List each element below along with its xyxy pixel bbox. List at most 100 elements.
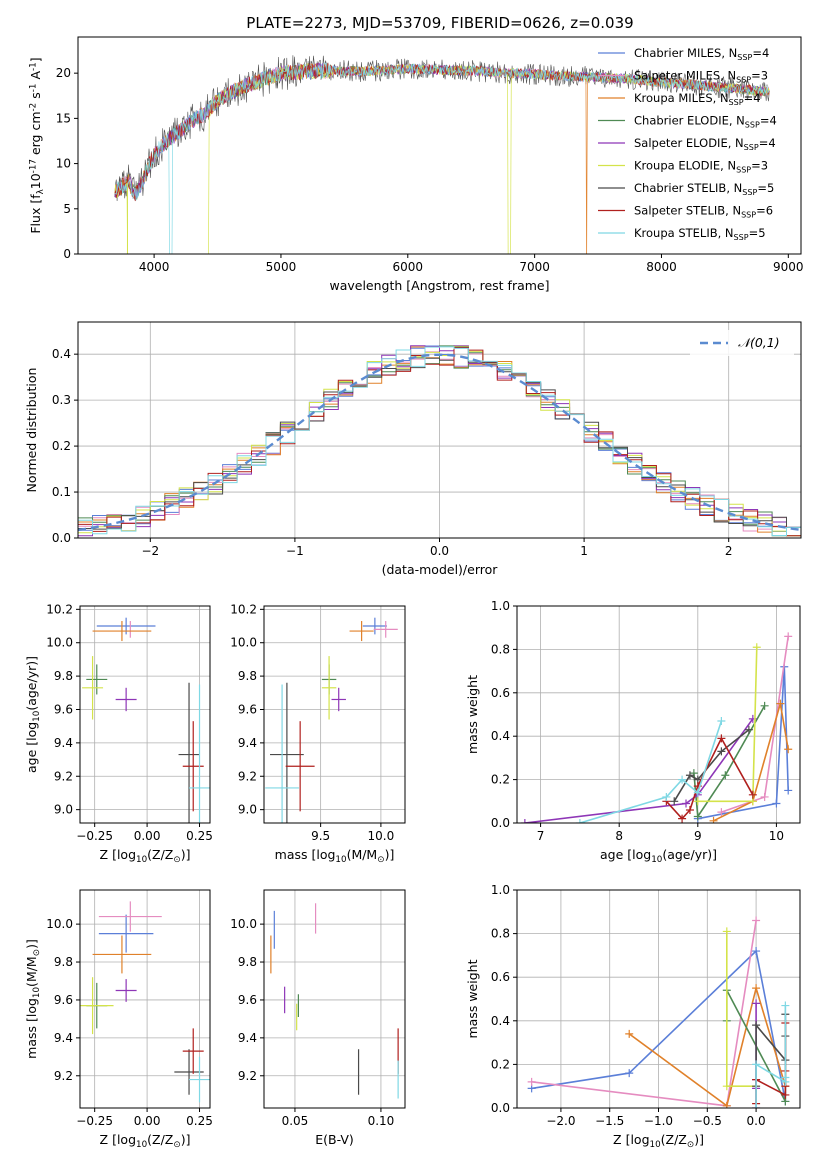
y-tick-label: 0 bbox=[63, 247, 71, 261]
weight-marker bbox=[752, 1021, 761, 1030]
x-tick-label: 0.25 bbox=[186, 829, 213, 843]
y-axis-label: mass weight bbox=[465, 959, 480, 1038]
weight-marker bbox=[662, 792, 671, 801]
errorbar-point bbox=[92, 621, 152, 642]
errorbar-point bbox=[178, 682, 200, 823]
weight-marker bbox=[678, 814, 687, 823]
spectrum-line bbox=[114, 62, 770, 254]
errorbar-point bbox=[98, 901, 162, 932]
weight-marker bbox=[781, 1001, 790, 1010]
age-vs-Z-plot-area bbox=[82, 617, 210, 823]
weight-marker bbox=[752, 1060, 761, 1069]
histogram-series bbox=[78, 346, 801, 536]
x-tick-label: 8 bbox=[615, 829, 623, 843]
weight-marker bbox=[781, 1073, 790, 1082]
weight-marker bbox=[784, 786, 793, 795]
y-tick-label: 0.2 bbox=[52, 439, 71, 453]
y-tick-label: 20 bbox=[56, 66, 71, 80]
y-axis-label: mass [log10(M/M⊙)] bbox=[24, 939, 42, 1059]
age-vs-mass-plot-area bbox=[265, 617, 398, 823]
errorbar-point bbox=[115, 687, 137, 712]
weight-marker bbox=[752, 1104, 761, 1108]
y-tick-label: 9.4 bbox=[238, 1031, 257, 1045]
y-tick-label: 9.2 bbox=[54, 1069, 73, 1083]
weight-marker bbox=[748, 790, 757, 799]
mass-vs-Z-panel: −0.25 0.00 0.25 9.2 9.4 9.6 9.8 10.0 Z [log10(Z/… bbox=[24, 889, 213, 1150]
weight-marker bbox=[744, 725, 753, 734]
y-tick-label: 0.0 bbox=[491, 816, 510, 830]
y-tick-label: 9.6 bbox=[54, 702, 73, 716]
weight-line bbox=[697, 666, 789, 820]
x-axis-label: mass [log10(M/M⊙)] bbox=[275, 847, 395, 865]
weight-vs-age-plot-area bbox=[520, 632, 793, 823]
x-tick-label: 7 bbox=[537, 829, 545, 843]
errorbar-point bbox=[189, 1056, 210, 1103]
x-axis-label: wavelength [Angstrom, rest frame] bbox=[329, 278, 549, 293]
weight-marker bbox=[709, 816, 718, 823]
x-axis-label: Z [log10(Z/Z⊙)] bbox=[100, 1132, 191, 1150]
weight-marker bbox=[682, 799, 691, 808]
weight-marker bbox=[685, 771, 694, 780]
y-tick-label: 10.0 bbox=[46, 917, 73, 931]
y-tick-label: 0.2 bbox=[491, 1057, 510, 1071]
errorbar-point bbox=[96, 617, 156, 635]
spectrum-legend: Chabrier MILES, NSSP=4 Salpeter MILES, NS… bbox=[598, 46, 777, 242]
errorbar-point bbox=[373, 621, 398, 638]
weight-marker bbox=[722, 1082, 731, 1091]
y-axis-label: Flux [fλ10-17 erg cm-2 s-1 A-1] bbox=[28, 57, 46, 233]
weight-marker bbox=[752, 999, 761, 1008]
errorbar-point bbox=[189, 684, 210, 823]
x-tick-label: 0.10 bbox=[368, 1114, 395, 1128]
x-axis-label: Z [log10(Z/Z⊙)] bbox=[100, 847, 191, 865]
y-tick-label: 9.8 bbox=[238, 955, 257, 969]
weight-line bbox=[713, 703, 789, 822]
errorbar-point bbox=[86, 664, 108, 695]
weight-marker bbox=[752, 947, 761, 956]
age-vs-mass-panel: 9.5 10.0 9.0 9.2 9.4 9.6 9.8 10.0 10.2 mass [log1… bbox=[230, 602, 406, 865]
y-tick-label: 9.0 bbox=[238, 803, 257, 817]
errorbar-point bbox=[115, 979, 137, 1002]
x-tick-label: −2.0 bbox=[546, 1114, 575, 1128]
histogram-series bbox=[78, 347, 801, 537]
y-tick-label: 9.2 bbox=[54, 769, 73, 783]
y-tick-label: 9.8 bbox=[238, 669, 257, 683]
y-tick-label: 0.8 bbox=[491, 927, 510, 941]
legend-label: Salpeter STELIB, NSSP=6 bbox=[634, 204, 773, 220]
y-tick-label: 0.0 bbox=[491, 1101, 510, 1115]
x-axis-label: age [log10(age/yr)] bbox=[600, 847, 717, 865]
y-tick-label: 9.2 bbox=[238, 769, 257, 783]
weight-line bbox=[524, 718, 754, 823]
histogram-series bbox=[78, 345, 801, 537]
legend-label: Kroupa STELIB, NSSP=5 bbox=[634, 226, 766, 242]
x-tick-label: 9000 bbox=[773, 260, 804, 274]
x-tick-label: 0.0 bbox=[747, 1114, 766, 1128]
weight-marker bbox=[717, 808, 726, 817]
weight-vs-Z-panel: −2.0 −1.5 −1.0 −0.5 0.0 0.0 0.2 0.4 0.6 0.8 1.0 Z [… bbox=[465, 883, 801, 1150]
weight-marker bbox=[772, 799, 781, 808]
x-tick-label: −1.0 bbox=[644, 1114, 673, 1128]
y-tick-label: 0.4 bbox=[52, 347, 71, 361]
age-vs-Z-panel: −0.25 0.00 0.25 9.0 9.2 9.4 9.6 9.8 10.0 10.2 Z [l… bbox=[24, 602, 213, 865]
x-tick-label: 2 bbox=[725, 544, 733, 558]
x-tick-label: 7000 bbox=[519, 260, 550, 274]
residuals-plot-area bbox=[78, 345, 801, 537]
weight-marker bbox=[625, 1069, 634, 1078]
y-tick-label: 0.6 bbox=[491, 970, 510, 984]
weight-marker bbox=[722, 927, 731, 936]
mass-vs-EBV-plot-area bbox=[270, 903, 399, 1099]
y-axis-label: mass weight bbox=[465, 675, 480, 754]
normal-curve bbox=[78, 353, 801, 532]
weight-marker bbox=[717, 747, 726, 756]
y-tick-label: 9.4 bbox=[238, 736, 257, 750]
y-tick-label: 0.6 bbox=[491, 686, 510, 700]
residuals-panel: −2 −1 0.0 1 2 0.0 0.1 0.2 0.3 0.4 (data-model)/err… bbox=[24, 321, 802, 577]
mass-vs-EBV-panel: 0.05 0.10 9.2 9.4 9.6 9.8 10.0 E(B-V) bbox=[230, 889, 406, 1147]
x-tick-label: 9.5 bbox=[311, 829, 330, 843]
y-tick-label: 9.8 bbox=[54, 955, 73, 969]
y-tick-label: 1.0 bbox=[491, 883, 510, 897]
weight-marker bbox=[760, 792, 769, 801]
errorbar-point bbox=[321, 656, 337, 720]
legend-label: Chabrier STELIB, NSSP=5 bbox=[634, 181, 774, 197]
legend-label: Salpeter ELODIE, NSSP=4 bbox=[634, 136, 776, 152]
